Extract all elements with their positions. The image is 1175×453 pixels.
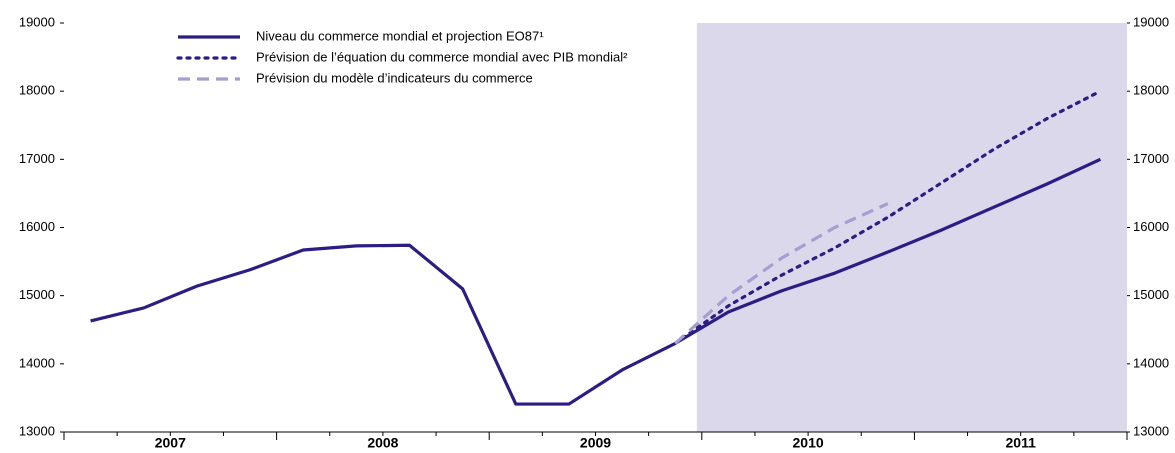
y-tick-label: 15000: [19, 287, 55, 302]
y-tick-label: 17000: [19, 151, 55, 166]
x-group-label: 2007: [155, 435, 186, 451]
y2-tick-label: 17000: [1133, 151, 1169, 166]
y2-tick-label: 18000: [1133, 83, 1169, 98]
y-tick-label: 13000: [19, 423, 55, 438]
legend-label: Prévision de l’équation du commerce mond…: [256, 49, 628, 64]
y2-tick-label: 13000: [1133, 423, 1169, 438]
x-group-label: 2008: [367, 435, 398, 451]
x-group-label: 2009: [580, 435, 611, 451]
y2-tick-label: 16000: [1133, 219, 1169, 234]
y-tick-label: 18000: [19, 83, 55, 98]
x-group-label: 2011: [1006, 435, 1037, 451]
y-tick-label: 16000: [19, 219, 55, 234]
x-group-label: 2010: [793, 435, 824, 451]
legend-label: Prévision du modèle d’indicateurs du com…: [256, 70, 533, 85]
y-tick-label: 14000: [19, 355, 55, 370]
legend-label: Niveau du commerce mondial et projection…: [256, 28, 544, 43]
y2-tick-label: 19000: [1133, 14, 1169, 29]
series-line: [673, 89, 1103, 345]
forecast-shade: [696, 23, 1127, 432]
y2-tick-label: 15000: [1133, 287, 1169, 302]
series-line: [90, 157, 1102, 406]
y-tick-label: 19000: [19, 14, 55, 29]
y2-tick-label: 14000: [1133, 355, 1169, 370]
series-line: [674, 202, 889, 345]
